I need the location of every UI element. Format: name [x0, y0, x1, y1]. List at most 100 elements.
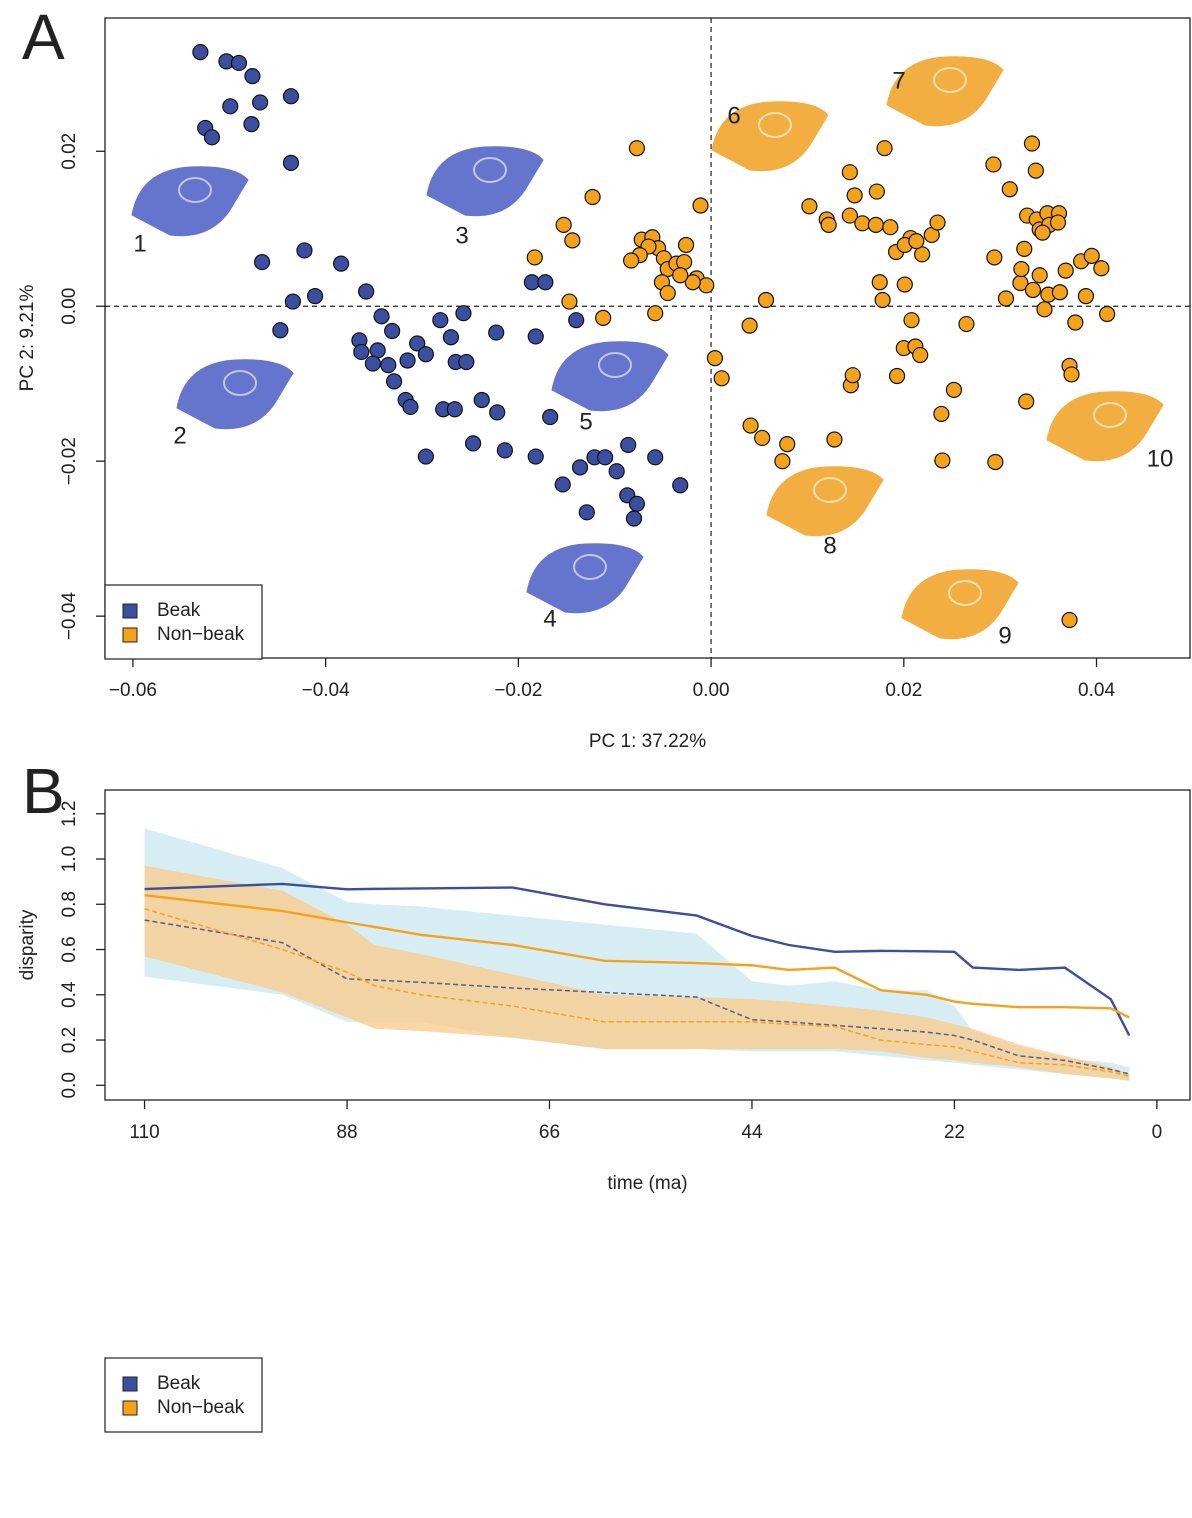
point [192, 43, 209, 61]
skull-orbit [933, 67, 967, 93]
point [912, 346, 929, 364]
point [608, 463, 625, 480]
point [284, 293, 301, 310]
point [742, 417, 759, 434]
plot-frame [104, 17, 1191, 659]
point [1051, 284, 1069, 301]
x-tick-label: 0.04 [1078, 680, 1115, 701]
point [542, 408, 559, 426]
point [1016, 240, 1033, 257]
x-tick-label: 66 [539, 1122, 560, 1143]
point [903, 312, 920, 329]
legend-label: Beak [157, 1373, 201, 1394]
point [384, 322, 401, 340]
x-tick-label: 0.00 [693, 680, 730, 701]
point [1063, 366, 1080, 383]
specimen-label: 4 [543, 605, 556, 632]
point [332, 255, 350, 272]
point [473, 391, 490, 409]
specimen-label: 9 [998, 622, 1011, 649]
point [868, 183, 885, 200]
point [364, 355, 381, 372]
envelope [144, 865, 1130, 1081]
point [1027, 162, 1044, 179]
null-model-line [144, 919, 1130, 1075]
y-axis-title: disparity [17, 909, 38, 980]
legend-swatch [122, 603, 138, 619]
point [1049, 214, 1067, 231]
point [871, 274, 888, 291]
point [628, 495, 646, 512]
point [987, 453, 1004, 471]
point [945, 381, 963, 399]
y-tick-label: 0.6 [59, 936, 80, 962]
point [986, 249, 1003, 266]
y-tick-label: −0.02 [59, 437, 80, 485]
point [358, 283, 375, 300]
point [1013, 260, 1030, 278]
point [417, 448, 434, 465]
skull-orbit [178, 177, 212, 203]
point [306, 288, 324, 305]
null-model-line [144, 908, 1130, 1077]
point [692, 197, 709, 214]
y-tick-label: −0.04 [59, 592, 80, 641]
point [526, 249, 543, 266]
point [1031, 267, 1048, 284]
point [253, 253, 271, 271]
y-tick-label: 0.02 [59, 133, 80, 170]
specimen-label: 6 [727, 102, 740, 129]
skull-orbit [473, 157, 507, 183]
point [867, 216, 884, 233]
point [1083, 247, 1100, 264]
x-tick-label: 0 [1152, 1122, 1163, 1143]
point [527, 448, 544, 465]
point [801, 198, 818, 215]
point [252, 94, 269, 111]
y-tick-label: 0.8 [59, 891, 80, 917]
x-tick-label: 0.02 [885, 680, 922, 701]
y-tick-label: 0.00 [59, 288, 80, 325]
point [1057, 262, 1074, 279]
y-tick-label: 0.0 [59, 1072, 80, 1098]
specimen-label: 5 [579, 408, 592, 435]
point [741, 317, 758, 334]
point [647, 305, 664, 322]
point [455, 305, 472, 322]
specimen-label: 3 [455, 222, 468, 249]
specimen-label: 1 [133, 230, 146, 257]
point [854, 215, 871, 232]
point [464, 435, 482, 452]
specimen-label: 2 [173, 422, 186, 449]
specimen-label: 10 [1147, 445, 1174, 472]
panel-label: B [22, 755, 65, 827]
y-tick-label: 1.0 [59, 846, 80, 872]
point [876, 140, 893, 157]
x-tick-label: −0.06 [109, 680, 157, 701]
point [958, 315, 975, 333]
point [1067, 314, 1084, 331]
point [282, 154, 300, 171]
point [353, 343, 370, 361]
point [826, 431, 843, 448]
point [684, 274, 701, 291]
point [417, 346, 434, 363]
point [672, 267, 689, 284]
legend-label: Non−beak [157, 1397, 245, 1418]
point [597, 449, 614, 466]
point [779, 436, 796, 453]
point [489, 404, 506, 421]
skull-orbit [573, 554, 607, 580]
skull-orbit [948, 580, 982, 606]
y-tick-label: 1.2 [59, 801, 80, 827]
point [1034, 224, 1051, 241]
x-axis-title: PC 1: 37.22% [589, 731, 706, 752]
point [874, 291, 891, 309]
point [523, 274, 540, 291]
point [625, 510, 643, 527]
legend-box [104, 584, 263, 660]
point [1077, 288, 1095, 305]
point [677, 236, 695, 254]
y-tick-label: 0.4 [59, 981, 80, 1008]
